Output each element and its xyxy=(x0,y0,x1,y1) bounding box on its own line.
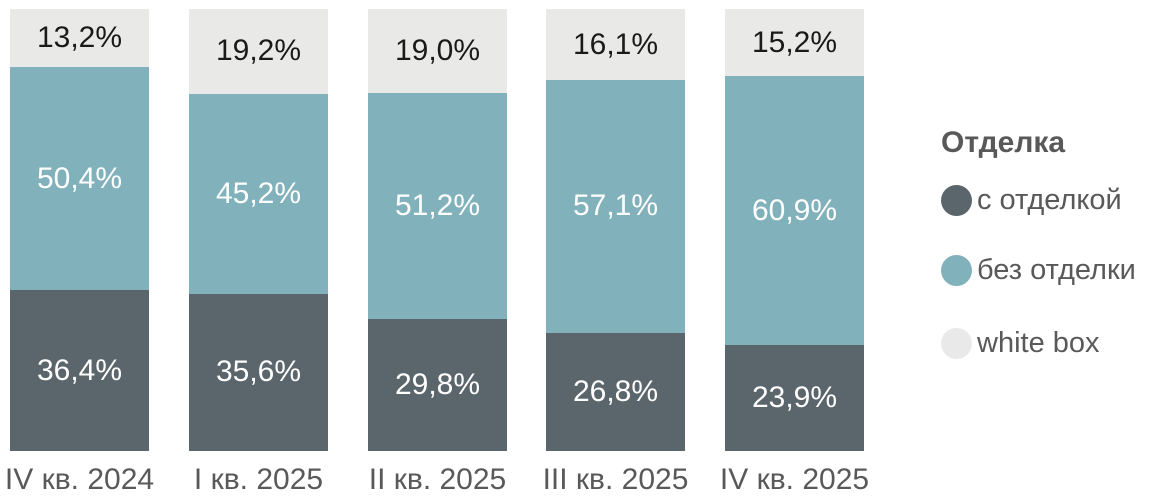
segment-без-отделки: 50,4% xyxy=(10,67,149,291)
x-axis-label: IV кв. 2024 xyxy=(4,463,155,496)
legend-items: с отделкой без отделки white box xyxy=(941,183,1136,360)
legend-swatch-icon xyxy=(941,327,972,359)
legend: Отделка с отделкой без отделки white box xyxy=(941,126,1136,360)
legend-title: Отделка xyxy=(941,126,1066,159)
segment-value-label: 51,2% xyxy=(394,189,481,223)
segment-без-отделки: 60,9% xyxy=(725,76,864,346)
segment-с-отделкой: 35,6% xyxy=(189,293,328,451)
segment-value-label: 19,2% xyxy=(215,34,302,68)
segment-value-label: 29,8% xyxy=(394,368,481,402)
segment-value-label: 26,8% xyxy=(572,374,659,408)
segment-value-label: 13,2% xyxy=(36,21,123,55)
segment-white-box: 19,2% xyxy=(189,9,328,94)
segment-без-отделки: 45,2% xyxy=(189,93,328,294)
segment-value-label: 36,4% xyxy=(36,353,123,387)
x-axis-label: IV кв. 2025 xyxy=(719,463,870,496)
plot-area: 13,2% 50,4% 36,4% IV кв. 2024 19,2% 45,2% 35,6… xyxy=(4,9,869,496)
segment-с-отделкой: 36,4% xyxy=(10,290,149,451)
segment-value-label: 19,0% xyxy=(394,33,481,67)
segment-value-label: 16,1% xyxy=(572,27,659,61)
segment-с-отделкой: 29,8% xyxy=(368,319,507,451)
bar-4: 16,1% 57,1% 26,8% xyxy=(546,9,685,451)
segment-white-box: 13,2% xyxy=(10,9,149,68)
segment-white-box: 15,2% xyxy=(725,9,864,77)
legend-item-label: с отделкой xyxy=(977,183,1122,216)
bar-2: 19,2% 45,2% 35,6% xyxy=(189,9,328,451)
bar-3: 19,0% 51,2% 29,8% xyxy=(368,9,507,451)
bar-1: 13,2% 50,4% 36,4% xyxy=(10,9,149,451)
segment-с-отделкой: 26,8% xyxy=(546,332,685,451)
x-axis-label: I кв. 2025 xyxy=(193,463,324,496)
segment-value-label: 15,2% xyxy=(751,25,838,59)
segment-white-box: 19,0% xyxy=(368,9,507,93)
legend-item-без-отделки: без отделки xyxy=(941,253,1136,287)
segment-value-label: 23,9% xyxy=(751,381,838,415)
segment-value-label: 60,9% xyxy=(751,193,838,227)
segment-value-label: 57,1% xyxy=(572,189,659,223)
segment-без-отделки: 57,1% xyxy=(546,80,685,333)
legend-swatch-icon xyxy=(941,254,972,286)
legend-item-label: без отделки xyxy=(977,253,1136,286)
x-axis-label: III кв. 2025 xyxy=(542,463,689,496)
legend-item-label: white box xyxy=(977,326,1100,359)
segment-white-box: 16,1% xyxy=(546,9,685,81)
segment-без-отделки: 51,2% xyxy=(368,92,507,320)
legend-item-white-box: white box xyxy=(941,326,1136,360)
legend-item-с-отделкой: с отделкой xyxy=(941,183,1136,217)
segment-value-label: 35,6% xyxy=(215,355,302,389)
x-axis-label: II кв. 2025 xyxy=(368,463,507,496)
segment-value-label: 50,4% xyxy=(36,161,123,195)
bar-5: 15,2% 60,9% 23,9% xyxy=(725,9,864,451)
segment-с-отделкой: 23,9% xyxy=(725,345,864,451)
legend-swatch-icon xyxy=(941,184,972,216)
segment-value-label: 45,2% xyxy=(215,176,302,210)
